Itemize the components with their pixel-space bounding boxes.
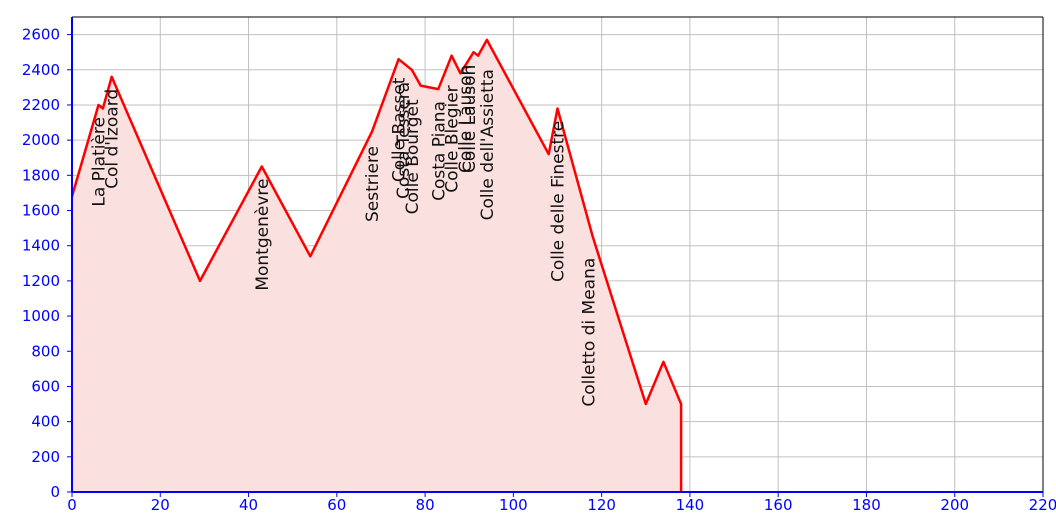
climb-label: Colle dell'Assietta xyxy=(478,69,498,220)
y-tick-label: 1600 xyxy=(22,202,60,220)
y-tick-label: 2200 xyxy=(22,96,60,114)
climb-label: Col d'Izoard xyxy=(103,89,123,189)
x-tick-label: 60 xyxy=(327,496,346,514)
y-tick-label: 1000 xyxy=(22,307,60,325)
y-tick-label: 1400 xyxy=(22,237,60,255)
y-tick-label: 600 xyxy=(31,377,60,395)
climb-label: Colle Bourget xyxy=(403,99,423,214)
climb-label: Colle Lauson xyxy=(460,65,480,173)
y-tick-label: 1200 xyxy=(22,272,60,290)
y-tick-label: 2600 xyxy=(22,26,60,44)
y-tick-label: 400 xyxy=(31,413,60,431)
x-tick-label: 160 xyxy=(764,496,793,514)
y-tick-label: 0 xyxy=(50,483,60,501)
climb-label: Colle Lauson xyxy=(456,65,476,173)
climb-label: Colletto di Meana xyxy=(579,258,599,407)
profile-line xyxy=(70,38,683,492)
x-tick-label: 40 xyxy=(239,496,258,514)
y-axis-tick-labels: 0 200 400 600 800 1000 1200 1400 1600 1800 2000 220… xyxy=(22,26,60,501)
x-tick-label: 180 xyxy=(852,496,881,514)
y-tick-label: 1800 xyxy=(22,166,60,184)
climb-label: Sestriere xyxy=(363,146,383,222)
x-tick-label: 100 xyxy=(499,496,528,514)
y-tick-label: 2000 xyxy=(22,131,60,149)
y-tick-label: 2400 xyxy=(22,61,60,79)
x-tick-label: 120 xyxy=(587,496,616,514)
axes xyxy=(67,16,1044,497)
x-axis-tick-labels: 0 20 40 60 80 100 120 140 160 180 200 220 xyxy=(67,496,1056,514)
profile-area xyxy=(72,39,682,493)
profile-fill xyxy=(72,39,682,493)
x-tick-label: 80 xyxy=(416,496,435,514)
climb-label: Costa Piana xyxy=(429,101,449,201)
y-tick-label: 200 xyxy=(31,448,60,466)
climb-label: Costa Tessera xyxy=(394,82,414,199)
climb-label: Colle delle Finestre xyxy=(549,121,569,282)
x-tick-label: 0 xyxy=(67,496,77,514)
climb-label: La Platière xyxy=(89,117,109,207)
x-tick-label: 200 xyxy=(940,496,969,514)
x-tick-label: 220 xyxy=(1029,496,1056,514)
climb-label: Colle Blegier xyxy=(443,85,463,192)
profile-series-line xyxy=(70,38,683,492)
climb-label: Colle Basset xyxy=(390,77,410,182)
climb-label: Montgenèvre xyxy=(253,179,273,291)
x-tick-label: 20 xyxy=(151,496,170,514)
x-tick-label: 140 xyxy=(676,496,705,514)
y-tick-label: 800 xyxy=(31,342,60,360)
